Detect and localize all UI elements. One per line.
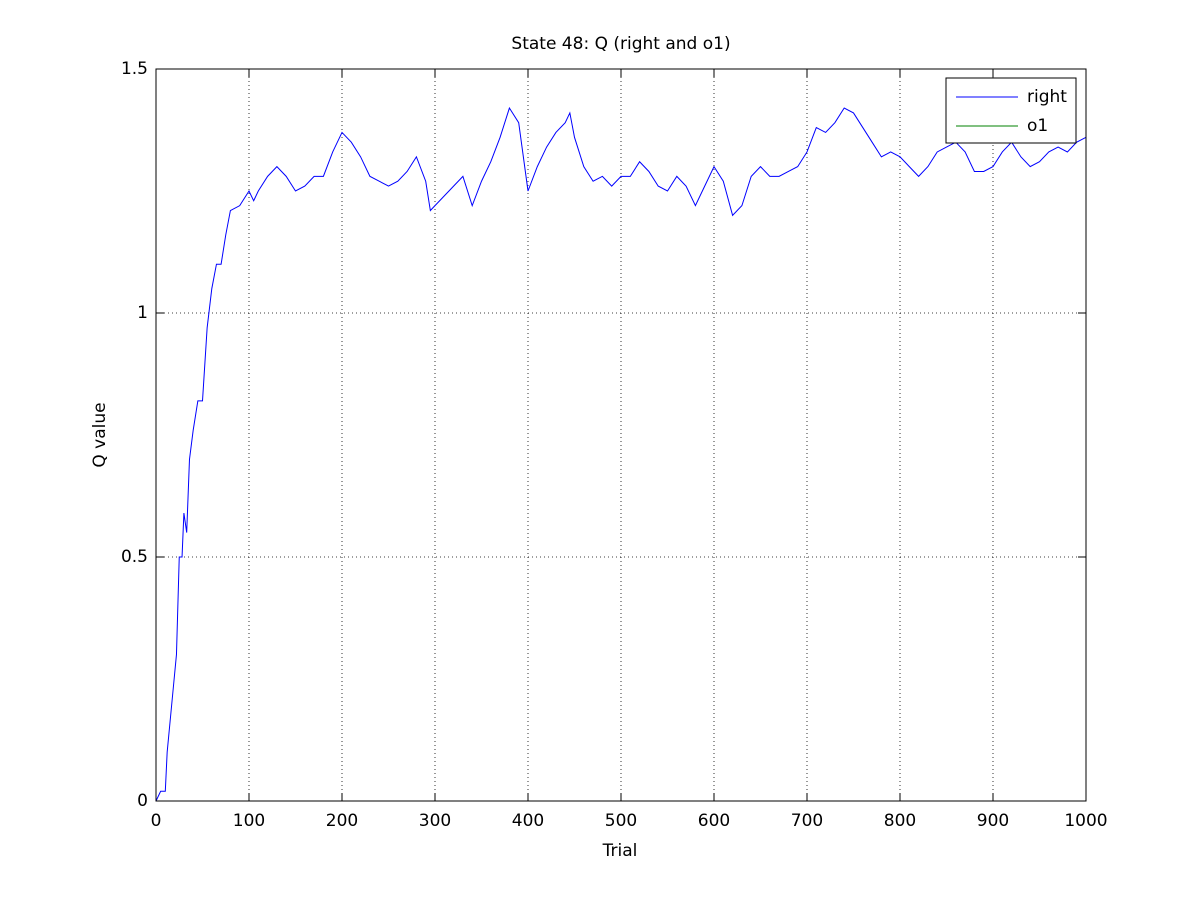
data-line xyxy=(155,106,1087,802)
legend: right o1 xyxy=(945,77,1077,144)
y-tick-label: 0 xyxy=(137,791,148,811)
x-tick-label: 700 xyxy=(791,811,823,831)
chart-title: State 48: Q (right and o1) xyxy=(511,34,730,54)
y-tick-label: 1 xyxy=(137,303,148,323)
legend-label: o1 xyxy=(1027,116,1048,136)
axes-box xyxy=(155,68,1087,802)
x-tick-label: 900 xyxy=(977,811,1009,831)
y-tick-label: 1.5 xyxy=(121,59,148,79)
x-tick-label: 500 xyxy=(605,811,637,831)
x-tick-label: 800 xyxy=(884,811,916,831)
x-tick-label: 1000 xyxy=(1064,811,1107,831)
x-tick-label: 0 xyxy=(151,811,162,831)
x-tick-label: 200 xyxy=(326,811,358,831)
y-tick-label: 0.5 xyxy=(121,547,148,567)
legend-box xyxy=(945,77,1077,144)
x-tick-label: 400 xyxy=(512,811,544,831)
y-axis-label: Q value xyxy=(90,402,110,467)
x-tick-label: 100 xyxy=(233,811,265,831)
x-tick-label: 300 xyxy=(419,811,451,831)
x-axis-label: Trial xyxy=(602,841,638,861)
legend-label: right xyxy=(1027,87,1067,107)
plot-area xyxy=(156,69,1086,801)
x-tick-label: 600 xyxy=(698,811,730,831)
